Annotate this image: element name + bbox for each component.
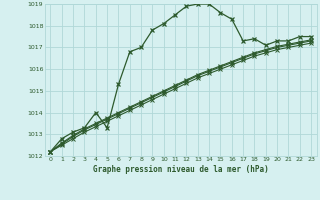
X-axis label: Graphe pression niveau de la mer (hPa): Graphe pression niveau de la mer (hPa)	[93, 165, 269, 174]
